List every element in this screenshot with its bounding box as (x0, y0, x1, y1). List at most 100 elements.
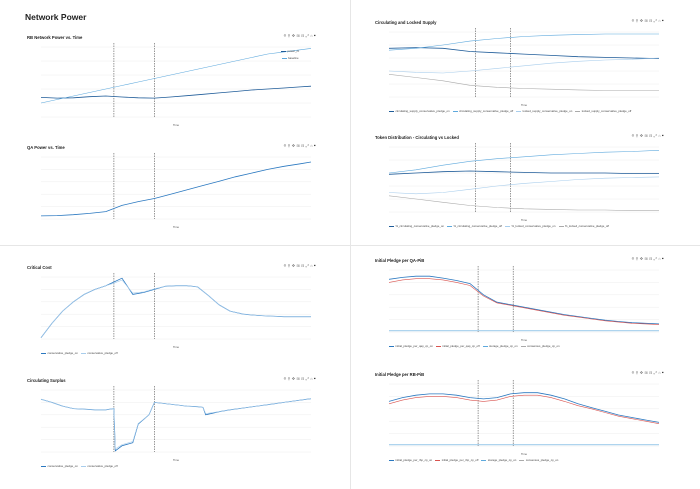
zoom-icon[interactable]: ⚲ (287, 263, 292, 268)
series-line[interactable] (388, 57, 660, 74)
legend-entry[interactable]: consensus_pledge_cp_on (520, 344, 560, 348)
reset-axes-icon[interactable]: ⌂ (658, 370, 662, 375)
pan-icon[interactable]: ✥ (291, 143, 297, 148)
zoom-icon[interactable]: ⚲ (635, 256, 640, 261)
pan-icon[interactable]: ✥ (639, 133, 645, 138)
plotly-logo-icon[interactable]: ▪ (661, 18, 665, 24)
pan-icon[interactable]: ✥ (639, 370, 645, 375)
zoom-out-icon[interactable]: ⊟ (649, 370, 654, 375)
series-line[interactable] (388, 275, 660, 325)
zoom-out-icon[interactable]: ⊟ (301, 143, 306, 148)
zoom-in-icon[interactable]: ⊞ (644, 256, 650, 261)
plot-area[interactable]: Time (40, 43, 312, 127)
legend-entry[interactable]: %_circulating_conservative_pledge_off (447, 224, 502, 228)
reset-axes-icon[interactable]: ⌂ (658, 256, 662, 261)
series-line[interactable] (40, 85, 312, 99)
legend-entry[interactable]: %_locked_conservative_pledge_on (504, 224, 556, 228)
legend-entry[interactable]: initial_pledge_per_rbp_cp_off (435, 458, 478, 462)
zoom-in-icon[interactable]: ⊞ (296, 376, 302, 381)
plot-area[interactable]: Time (40, 153, 312, 229)
zoom-out-icon[interactable]: ⊟ (649, 18, 654, 23)
zoom-out-icon[interactable]: ⊟ (649, 256, 654, 261)
zoom-out-icon[interactable]: ⊟ (301, 376, 306, 381)
legend-entry[interactable]: circulating_supply_conservative_pledge_o… (389, 109, 450, 113)
plotly-logo-icon[interactable]: ▪ (661, 133, 665, 139)
zoom-out-icon[interactable]: ⊟ (649, 133, 654, 138)
legend-entry[interactable]: %_locked_conservative_pledge_off (558, 224, 609, 228)
zoom-icon[interactable]: ⚲ (635, 133, 640, 138)
series-line[interactable] (40, 398, 312, 450)
camera-icon[interactable]: ⌾ (631, 133, 636, 138)
legend-entry[interactable]: conservative_pledge_on (41, 351, 78, 355)
zoom-in-icon[interactable]: ⊞ (644, 370, 650, 375)
plotly-logo-icon[interactable]: ▪ (661, 370, 665, 376)
series-line[interactable] (388, 176, 660, 195)
reset-axes-icon[interactable]: ⌂ (658, 133, 662, 138)
zoom-in-icon[interactable]: ⊞ (296, 33, 302, 38)
pan-icon[interactable]: ✥ (639, 18, 645, 23)
zoom-icon[interactable]: ⚲ (287, 143, 292, 148)
series-line[interactable] (388, 394, 660, 424)
autoscale-icon[interactable]: ⤢ (653, 370, 659, 375)
series-line[interactable] (40, 48, 312, 104)
series-line[interactable] (40, 161, 312, 217)
pan-icon[interactable]: ✥ (291, 376, 297, 381)
series-line[interactable] (388, 47, 660, 59)
plot-area[interactable]: Time (388, 266, 660, 342)
legend-entry[interactable]: conservative_pledge_off (80, 464, 118, 468)
plot-area[interactable]: Time (388, 380, 660, 456)
plotly-logo-icon[interactable]: ▪ (313, 263, 317, 269)
plot-area[interactable]: Time (40, 386, 312, 462)
autoscale-icon[interactable]: ⤢ (305, 143, 311, 148)
series-line[interactable] (40, 279, 311, 338)
legend-entry[interactable]: %_circulating_conservative_pledge_on (389, 224, 444, 228)
camera-icon[interactable]: ⌾ (283, 263, 288, 268)
legend-entry[interactable]: conservative_pledge_off (80, 351, 118, 355)
plotly-logo-icon[interactable]: ▪ (313, 143, 317, 149)
autoscale-icon[interactable]: ⤢ (653, 256, 659, 261)
reset-axes-icon[interactable]: ⌂ (310, 376, 314, 381)
series-line[interactable] (40, 398, 312, 452)
autoscale-icon[interactable]: ⤢ (305, 33, 311, 38)
autoscale-icon[interactable]: ⤢ (305, 376, 311, 381)
series-line[interactable] (388, 170, 659, 175)
autoscale-icon[interactable]: ⤢ (305, 263, 311, 268)
legend-entry[interactable]: power_rb (281, 49, 299, 53)
zoom-icon[interactable]: ⚲ (635, 370, 640, 375)
legend-entry[interactable]: conservative_pledge_on (41, 464, 78, 468)
autoscale-icon[interactable]: ⤢ (653, 133, 659, 138)
reset-axes-icon[interactable]: ⌂ (310, 263, 314, 268)
zoom-icon[interactable]: ⚲ (287, 33, 292, 38)
plot-area[interactable]: Time (40, 273, 311, 349)
camera-icon[interactable]: ⌾ (631, 18, 636, 23)
series-line[interactable] (388, 195, 659, 212)
zoom-in-icon[interactable]: ⊞ (296, 143, 302, 148)
legend-entry[interactable]: storage_pledge_cp_on (481, 458, 516, 462)
zoom-out-icon[interactable]: ⊟ (301, 263, 306, 268)
legend-entry[interactable]: initial_pledge_per_qap_cp_off (435, 344, 480, 348)
camera-icon[interactable]: ⌾ (283, 376, 288, 381)
zoom-in-icon[interactable]: ⊞ (644, 18, 650, 23)
camera-icon[interactable]: ⌾ (631, 370, 636, 375)
zoom-icon[interactable]: ⚲ (287, 376, 292, 381)
zoom-out-icon[interactable]: ⊟ (301, 33, 306, 38)
legend-entry[interactable]: locked_supply_conservative_pledge_off (575, 109, 631, 113)
pan-icon[interactable]: ✥ (639, 256, 645, 261)
plot-area[interactable]: Time (388, 28, 660, 107)
series-line[interactable] (388, 33, 659, 51)
reset-axes-icon[interactable]: ⌂ (658, 18, 662, 23)
series-line[interactable] (40, 277, 311, 339)
legend-entry[interactable]: consensus_pledge_cp_on (519, 458, 558, 462)
series-line[interactable] (388, 278, 660, 325)
legend-entry[interactable]: locked_supply_conservative_pledge_on (516, 109, 572, 113)
legend-entry[interactable]: initial_pledge_per_rbp_cp_on (389, 458, 432, 462)
zoom-icon[interactable]: ⚲ (635, 18, 640, 23)
camera-icon[interactable]: ⌾ (283, 33, 288, 38)
legend-entry[interactable]: circulating_supply_conservative_pledge_o… (452, 109, 513, 113)
legend-entry[interactable]: baseline (281, 56, 299, 60)
series-line[interactable] (388, 74, 659, 91)
legend-entry[interactable]: storage_pledge_cp_on (482, 344, 518, 348)
autoscale-icon[interactable]: ⤢ (653, 18, 659, 23)
camera-icon[interactable]: ⌾ (631, 256, 636, 261)
plot-area[interactable]: Time (388, 143, 660, 222)
